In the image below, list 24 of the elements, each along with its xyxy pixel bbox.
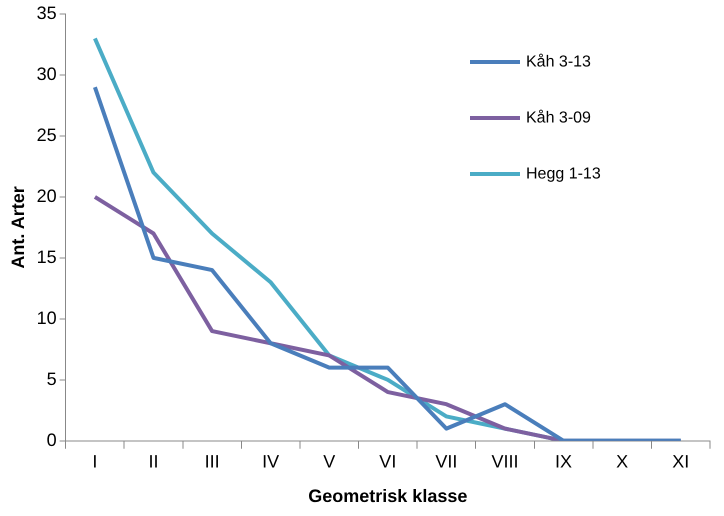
y-tick-label: 30 xyxy=(36,64,57,84)
y-tick-label: 15 xyxy=(36,246,57,267)
x-tick-label: XI xyxy=(672,452,690,472)
x-tick-label: IX xyxy=(555,452,572,472)
x-tick-label: X xyxy=(616,452,628,472)
legend-label: Kåh 3-09 xyxy=(526,109,592,126)
x-tick-label: VI xyxy=(379,452,396,472)
legend-label: Kåh 3-13 xyxy=(526,53,592,70)
y-tick-label: 0 xyxy=(46,430,57,450)
legend-label: Hegg 1-13 xyxy=(526,165,601,182)
y-axis-title: Ant. Arter xyxy=(8,186,28,269)
x-tick-label: IV xyxy=(262,452,280,472)
x-tick-label: II xyxy=(148,452,158,472)
y-tick-label: 25 xyxy=(36,124,57,145)
x-tick-label: VIII xyxy=(491,452,518,472)
x-axis-title: Geometrisk klasse xyxy=(308,486,468,506)
y-tick-label: 20 xyxy=(36,186,57,206)
x-tick-label: VII xyxy=(435,452,458,472)
y-tick-label: 10 xyxy=(36,308,57,328)
y-tick-label: 35 xyxy=(36,2,57,23)
y-tick-label: 5 xyxy=(46,368,57,389)
x-tick-label: III xyxy=(204,452,220,472)
x-tick-label: V xyxy=(323,452,336,472)
x-tick-label: I xyxy=(92,452,98,472)
